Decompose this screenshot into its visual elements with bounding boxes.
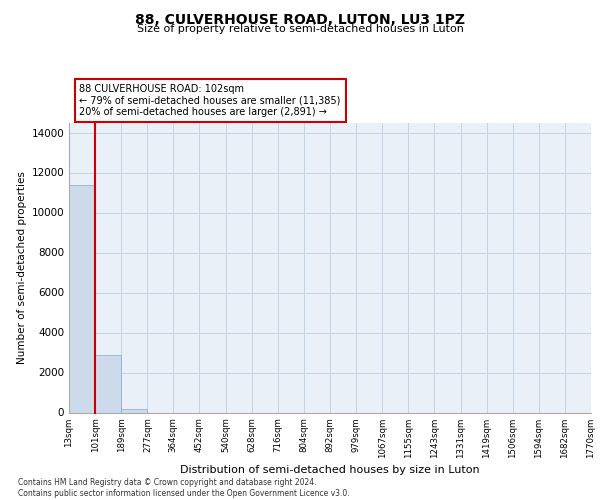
X-axis label: Distribution of semi-detached houses by size in Luton: Distribution of semi-detached houses by … [180,464,480,474]
Text: 88 CULVERHOUSE ROAD: 102sqm
← 79% of semi-detached houses are smaller (11,385)
2: 88 CULVERHOUSE ROAD: 102sqm ← 79% of sem… [79,84,341,116]
Text: Contains HM Land Registry data © Crown copyright and database right 2024.
Contai: Contains HM Land Registry data © Crown c… [18,478,350,498]
Bar [121,409,148,412]
Bar [95,354,121,412]
Text: 88, CULVERHOUSE ROAD, LUTON, LU3 1PZ: 88, CULVERHOUSE ROAD, LUTON, LU3 1PZ [135,12,465,26]
Bar [69,185,95,412]
Y-axis label: Number of semi-detached properties: Number of semi-detached properties [17,171,27,364]
Text: Size of property relative to semi-detached houses in Luton: Size of property relative to semi-detach… [137,24,463,34]
